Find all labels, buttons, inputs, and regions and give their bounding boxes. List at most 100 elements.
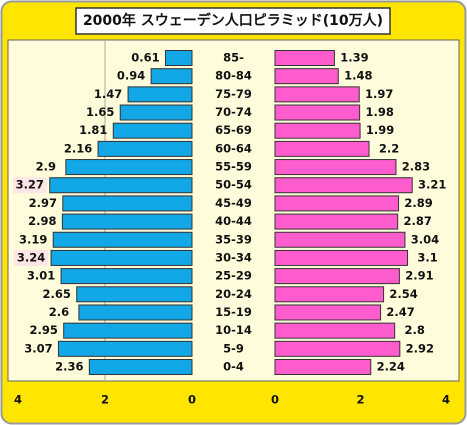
bar <box>127 86 193 103</box>
bar <box>65 159 193 176</box>
bar <box>274 140 370 157</box>
bar <box>50 249 193 266</box>
value-label: 1.81 <box>79 123 107 137</box>
value-label: 1.39 <box>340 51 368 65</box>
bar <box>49 177 193 194</box>
bar <box>274 359 372 375</box>
age-label: 65-69 <box>215 123 252 137</box>
value-label: 2.89 <box>404 196 432 210</box>
age-label: 25-29 <box>215 269 252 283</box>
value-label: 3.07 <box>24 341 52 355</box>
age-label: 85- <box>223 51 244 65</box>
bar <box>274 177 413 194</box>
bar <box>61 213 193 230</box>
value-label: 0.61 <box>131 51 159 65</box>
age-label: 70-74 <box>215 105 252 119</box>
age-label: 45-49 <box>215 196 252 210</box>
bar <box>274 50 335 66</box>
bar <box>150 68 193 85</box>
age-label: 80-84 <box>215 69 252 83</box>
value-label: 2.95 <box>29 323 57 337</box>
bar <box>274 195 400 212</box>
age-label: 60-64 <box>215 141 252 155</box>
value-label: 2.2 <box>379 141 399 155</box>
x-tick-label: 0 <box>188 393 196 407</box>
age-label: 50-54 <box>215 178 252 192</box>
age-label: 20-24 <box>215 287 252 301</box>
value-label: 1.99 <box>366 123 394 137</box>
bar <box>274 286 385 303</box>
value-label: 2.97 <box>29 196 57 210</box>
age-label: 10-14 <box>215 323 252 337</box>
bar <box>274 104 361 121</box>
value-label-bg <box>14 249 49 266</box>
x-tick-label: 4 <box>14 393 22 407</box>
value-label: 2.8 <box>405 323 425 337</box>
bar <box>76 286 193 303</box>
age-label: 35-39 <box>215 232 252 246</box>
bar <box>63 322 193 339</box>
value-label: 1.65 <box>86 105 114 119</box>
bar <box>164 50 193 66</box>
age-label: 55-59 <box>215 160 252 174</box>
age-label: 75-79 <box>215 87 252 101</box>
x-tick-label: 4 <box>442 393 450 407</box>
bar <box>112 122 193 139</box>
bar <box>274 122 361 139</box>
bar <box>62 195 193 212</box>
bar <box>88 359 193 375</box>
value-label: 3.01 <box>27 269 55 283</box>
value-label: 2.98 <box>28 214 56 228</box>
value-label: 1.97 <box>365 87 393 101</box>
value-label: 3.21 <box>418 178 446 192</box>
value-label: 2.91 <box>405 269 433 283</box>
x-tick-label: 0 <box>271 393 279 407</box>
value-label: 3.1 <box>417 250 437 264</box>
bar <box>57 340 193 357</box>
value-label: 1.98 <box>365 105 393 119</box>
age-label: 0-4 <box>223 360 244 374</box>
bar <box>274 231 406 248</box>
bar <box>119 104 193 121</box>
x-tick-label: 2 <box>101 393 109 407</box>
bar <box>52 231 193 248</box>
bar <box>97 140 193 157</box>
value-label: 0.94 <box>117 69 145 83</box>
value-label: 2.24 <box>377 360 405 374</box>
value-label-bg <box>12 177 47 194</box>
age-label: 5-9 <box>223 341 244 355</box>
bar <box>274 86 360 103</box>
bar <box>274 322 396 339</box>
age-label: 40-44 <box>215 214 252 228</box>
value-label: 2.54 <box>389 287 417 301</box>
value-label: 2.87 <box>404 214 432 228</box>
bar <box>274 68 339 85</box>
value-label: 3.24 <box>17 250 45 264</box>
bar <box>274 304 382 321</box>
bar <box>60 268 193 285</box>
value-label: 2.65 <box>43 287 71 301</box>
age-label: 15-19 <box>215 305 252 319</box>
value-label: 2.92 <box>406 341 434 355</box>
value-label: 3.19 <box>19 232 47 246</box>
value-label: 3.04 <box>411 232 439 246</box>
value-label: 2.6 <box>49 305 69 319</box>
bar <box>274 340 401 357</box>
value-label: 2.16 <box>64 141 92 155</box>
chart-title: 2000年 スウェーデン人口ピラミッド(10万人) <box>83 12 383 29</box>
bar <box>78 304 193 321</box>
value-label: 2.47 <box>386 305 414 319</box>
bar <box>274 249 409 266</box>
value-label: 2.9 <box>36 160 56 174</box>
value-label: 1.48 <box>344 69 372 83</box>
x-tick-label: 2 <box>356 393 364 407</box>
value-label: 2.83 <box>402 160 430 174</box>
value-label: 2.36 <box>55 360 83 374</box>
age-label: 30-34 <box>215 250 252 264</box>
value-label: 1.47 <box>94 87 122 101</box>
title-box <box>75 7 391 35</box>
value-label: 3.27 <box>16 178 44 192</box>
bar <box>274 213 399 230</box>
bar <box>274 268 400 285</box>
